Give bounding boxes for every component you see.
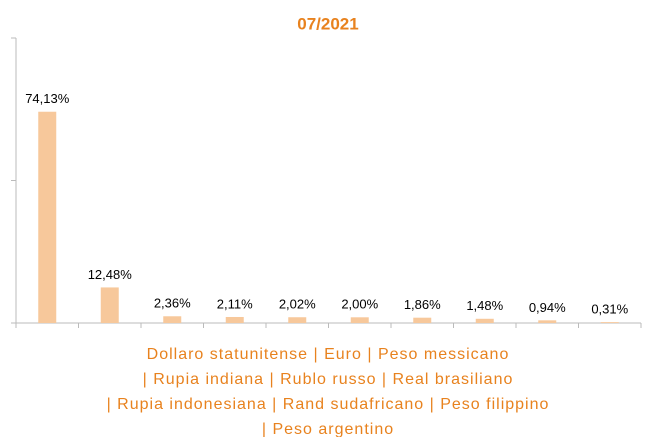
value-label: 2,02% (279, 297, 316, 312)
value-label: 0,31% (591, 302, 628, 317)
bar (38, 111, 57, 324)
x-axis-label: | Rupia indonesiana | Rand sudafricano |… (107, 396, 550, 413)
bar (163, 316, 182, 323)
bar (288, 317, 307, 323)
value-label: 2,11% (217, 296, 253, 311)
bar (413, 317, 432, 323)
value-label: 2,36% (154, 296, 191, 311)
chart-title: 07/2021 (297, 14, 358, 33)
bar (350, 317, 369, 323)
value-label: 0,94% (529, 300, 566, 315)
value-label: 12,48% (88, 267, 133, 282)
value-label: 74,13% (25, 91, 70, 106)
value-label: 1,86% (404, 297, 441, 312)
bar (100, 287, 119, 323)
bar (475, 318, 494, 323)
x-axis-label: | Rupia indiana | Rublo russo | Real bra… (143, 371, 514, 388)
value-label: 2,00% (341, 297, 378, 312)
value-label: 1,48% (466, 298, 503, 313)
bar (538, 320, 557, 323)
bar (225, 316, 244, 323)
x-axis-label: Dollaro statunitense | Euro | Peso messi… (147, 346, 510, 363)
bar (600, 322, 619, 323)
x-axis-label: | Peso argentino (262, 421, 394, 437)
